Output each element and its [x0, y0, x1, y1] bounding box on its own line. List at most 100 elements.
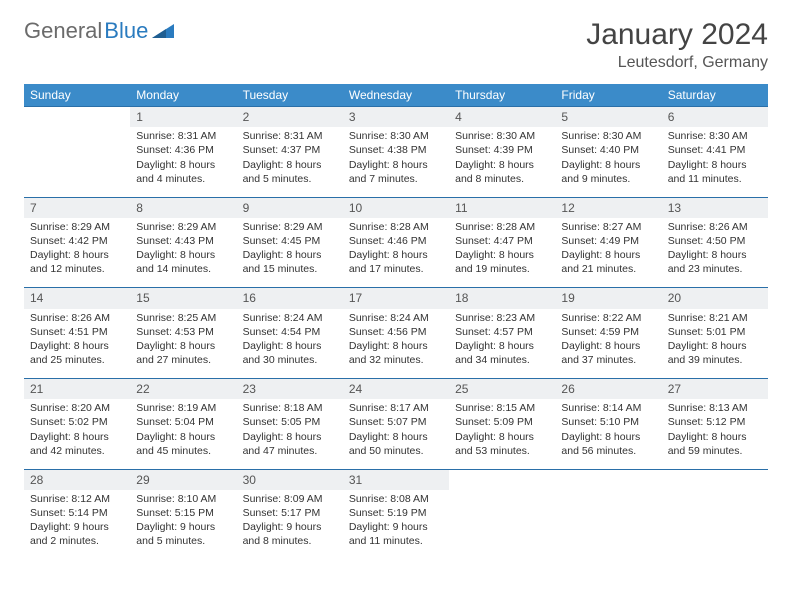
daylight-text: Daylight: 8 hours [30, 430, 124, 444]
day-cell: Sunrise: 8:26 AMSunset: 4:50 PMDaylight:… [662, 218, 768, 288]
daylight-text: Daylight: 8 hours [349, 339, 443, 353]
day-cell: Sunrise: 8:30 AMSunset: 4:38 PMDaylight:… [343, 127, 449, 197]
day-cell: Sunrise: 8:12 AMSunset: 5:14 PMDaylight:… [24, 490, 130, 560]
daylight-text: Daylight: 8 hours [30, 339, 124, 353]
daylight-text: Daylight: 8 hours [243, 430, 337, 444]
day-number: 25 [449, 379, 555, 400]
sunrise-text: Sunrise: 8:12 AM [30, 492, 124, 506]
logo: GeneralBlue [24, 18, 174, 44]
daylight-text: Daylight: 8 hours [243, 339, 337, 353]
day-cell: Sunrise: 8:29 AMSunset: 4:45 PMDaylight:… [237, 218, 343, 288]
daylight-text-2: and 7 minutes. [349, 172, 443, 186]
sunrise-text: Sunrise: 8:19 AM [136, 401, 230, 415]
day-cell: Sunrise: 8:23 AMSunset: 4:57 PMDaylight:… [449, 309, 555, 379]
sunset-text: Sunset: 4:53 PM [136, 325, 230, 339]
day-cell: Sunrise: 8:20 AMSunset: 5:02 PMDaylight:… [24, 399, 130, 469]
day-cell: Sunrise: 8:29 AMSunset: 4:43 PMDaylight:… [130, 218, 236, 288]
weekday-header: Monday [130, 84, 236, 107]
daylight-text-2: and 8 minutes. [455, 172, 549, 186]
daynum-row: 78910111213 [24, 197, 768, 218]
day-number [555, 469, 661, 490]
day-cell: Sunrise: 8:19 AMSunset: 5:04 PMDaylight:… [130, 399, 236, 469]
daylight-text: Daylight: 8 hours [136, 339, 230, 353]
daynum-row: 21222324252627 [24, 379, 768, 400]
content-row: Sunrise: 8:12 AMSunset: 5:14 PMDaylight:… [24, 490, 768, 560]
day-cell: Sunrise: 8:30 AMSunset: 4:40 PMDaylight:… [555, 127, 661, 197]
sunset-text: Sunset: 4:49 PM [561, 234, 655, 248]
sunrise-text: Sunrise: 8:24 AM [349, 311, 443, 325]
location: Leutesdorf, Germany [586, 54, 768, 72]
sunset-text: Sunset: 4:57 PM [455, 325, 549, 339]
daylight-text-2: and 34 minutes. [455, 353, 549, 367]
sunset-text: Sunset: 5:17 PM [243, 506, 337, 520]
day-number: 19 [555, 288, 661, 309]
sunset-text: Sunset: 4:43 PM [136, 234, 230, 248]
sunrise-text: Sunrise: 8:31 AM [136, 129, 230, 143]
daylight-text-2: and 42 minutes. [30, 444, 124, 458]
daylight-text: Daylight: 9 hours [136, 520, 230, 534]
weekday-header: Sunday [24, 84, 130, 107]
sunset-text: Sunset: 4:51 PM [30, 325, 124, 339]
daylight-text-2: and 21 minutes. [561, 262, 655, 276]
daylight-text: Daylight: 8 hours [668, 158, 762, 172]
day-number: 12 [555, 197, 661, 218]
daylight-text: Daylight: 8 hours [136, 158, 230, 172]
daylight-text-2: and 39 minutes. [668, 353, 762, 367]
daynum-row: 123456 [24, 107, 768, 128]
daylight-text-2: and 32 minutes. [349, 353, 443, 367]
day-number: 9 [237, 197, 343, 218]
daylight-text-2: and 30 minutes. [243, 353, 337, 367]
daylight-text-2: and 5 minutes. [243, 172, 337, 186]
day-number: 8 [130, 197, 236, 218]
daylight-text-2: and 14 minutes. [136, 262, 230, 276]
day-number: 31 [343, 469, 449, 490]
sunrise-text: Sunrise: 8:20 AM [30, 401, 124, 415]
logo-triangle-icon [152, 20, 174, 43]
sunrise-text: Sunrise: 8:30 AM [349, 129, 443, 143]
sunrise-text: Sunrise: 8:23 AM [455, 311, 549, 325]
daylight-text: Daylight: 9 hours [243, 520, 337, 534]
daylight-text-2: and 12 minutes. [30, 262, 124, 276]
daylight-text-2: and 50 minutes. [349, 444, 443, 458]
sunrise-text: Sunrise: 8:25 AM [136, 311, 230, 325]
daylight-text-2: and 15 minutes. [243, 262, 337, 276]
sunrise-text: Sunrise: 8:09 AM [243, 492, 337, 506]
daylight-text-2: and 37 minutes. [561, 353, 655, 367]
sunset-text: Sunset: 5:15 PM [136, 506, 230, 520]
daylight-text: Daylight: 8 hours [455, 158, 549, 172]
sunrise-text: Sunrise: 8:30 AM [561, 129, 655, 143]
day-number: 26 [555, 379, 661, 400]
day-cell: Sunrise: 8:28 AMSunset: 4:46 PMDaylight:… [343, 218, 449, 288]
sunrise-text: Sunrise: 8:26 AM [668, 220, 762, 234]
day-number: 20 [662, 288, 768, 309]
daylight-text-2: and 9 minutes. [561, 172, 655, 186]
day-cell: Sunrise: 8:22 AMSunset: 4:59 PMDaylight:… [555, 309, 661, 379]
day-number: 23 [237, 379, 343, 400]
daylight-text: Daylight: 8 hours [668, 430, 762, 444]
header: GeneralBlue January 2024 Leutesdorf, Ger… [24, 18, 768, 72]
day-cell: Sunrise: 8:21 AMSunset: 5:01 PMDaylight:… [662, 309, 768, 379]
sunrise-text: Sunrise: 8:17 AM [349, 401, 443, 415]
day-cell: Sunrise: 8:31 AMSunset: 4:37 PMDaylight:… [237, 127, 343, 197]
daylight-text-2: and 11 minutes. [349, 534, 443, 548]
content-row: Sunrise: 8:26 AMSunset: 4:51 PMDaylight:… [24, 309, 768, 379]
sunrise-text: Sunrise: 8:28 AM [455, 220, 549, 234]
sunset-text: Sunset: 4:42 PM [30, 234, 124, 248]
daylight-text-2: and 25 minutes. [30, 353, 124, 367]
daylight-text: Daylight: 9 hours [349, 520, 443, 534]
sunrise-text: Sunrise: 8:18 AM [243, 401, 337, 415]
day-cell: Sunrise: 8:15 AMSunset: 5:09 PMDaylight:… [449, 399, 555, 469]
calendar-table: Sunday Monday Tuesday Wednesday Thursday… [24, 84, 768, 560]
content-row: Sunrise: 8:29 AMSunset: 4:42 PMDaylight:… [24, 218, 768, 288]
month-title: January 2024 [586, 18, 768, 52]
daylight-text: Daylight: 8 hours [349, 158, 443, 172]
day-number: 11 [449, 197, 555, 218]
sunset-text: Sunset: 4:47 PM [455, 234, 549, 248]
day-number: 14 [24, 288, 130, 309]
weekday-header: Saturday [662, 84, 768, 107]
day-cell: Sunrise: 8:24 AMSunset: 4:56 PMDaylight:… [343, 309, 449, 379]
sunrise-text: Sunrise: 8:27 AM [561, 220, 655, 234]
day-cell: Sunrise: 8:24 AMSunset: 4:54 PMDaylight:… [237, 309, 343, 379]
day-cell [662, 490, 768, 560]
day-cell: Sunrise: 8:10 AMSunset: 5:15 PMDaylight:… [130, 490, 236, 560]
